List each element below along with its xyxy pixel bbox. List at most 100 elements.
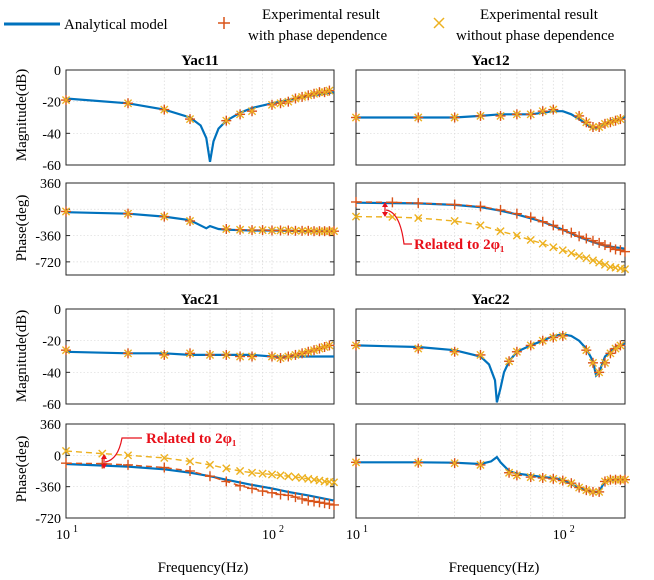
- panel-1-frame: [65, 69, 335, 166]
- series-without-phase-marker: [276, 353, 285, 363]
- series-without-phase-marker: [620, 265, 630, 274]
- series-without-phase-marker: [512, 471, 521, 480]
- series-with-phase-marker: [204, 471, 215, 482]
- series-without-phase-marker: [450, 459, 459, 468]
- series-without-phase-marker: [588, 256, 598, 265]
- series-without-phase-line: [65, 450, 335, 483]
- series-with-phase-marker: [314, 497, 325, 508]
- series-with-phase-marker: [159, 462, 170, 473]
- series-without-phase-marker: [414, 344, 423, 353]
- xlabel-frequency-right: Frequency(Hz): [449, 560, 540, 576]
- series-without-phase-marker: [185, 216, 195, 226]
- yac12-annotation-arrow: [382, 202, 412, 245]
- legend-without-phase-line2: without phase dependence: [456, 28, 615, 44]
- xlabel-frequency-left: Frequency(Hz): [158, 560, 249, 576]
- series-without-phase-marker: [222, 224, 231, 234]
- legend-without-phase-line1: Experimental result: [480, 7, 599, 23]
- series-without-phase-marker: [414, 113, 423, 122]
- series-without-phase-marker: [329, 227, 339, 236]
- ytick-label: -40: [42, 127, 61, 142]
- series-without-phase-marker: [235, 110, 245, 119]
- series-without-phase-marker: [222, 350, 231, 360]
- series-without-phase-marker: [549, 474, 558, 483]
- ytick-label: -360: [35, 230, 61, 245]
- series-without-phase-marker: [320, 342, 329, 352]
- panel-2-grid: [356, 70, 625, 165]
- series-without-phase-marker: [538, 239, 547, 248]
- panel-1-background: [66, 70, 334, 165]
- series-without-phase-marker: [284, 226, 293, 235]
- series-without-phase-marker: [61, 446, 71, 456]
- series-without-phase-marker: [291, 472, 300, 482]
- legend-with-phase-swatch: [218, 17, 230, 29]
- ytick-label: -20: [42, 335, 61, 350]
- series-with-phase-marker: [283, 490, 294, 501]
- series-without-phase-marker: [247, 107, 257, 116]
- series-with-phase-marker: [319, 498, 330, 509]
- series-with-phase-marker: [581, 233, 592, 244]
- panel-8-grid: [356, 424, 625, 518]
- series-with-phase-marker: [615, 245, 626, 256]
- series-with-phase-marker: [290, 492, 301, 503]
- panel-1-grid: [66, 70, 334, 165]
- series-without-phase-marker: [549, 243, 558, 252]
- panel-8-background: [356, 424, 625, 518]
- series-with-phase-marker: [599, 240, 610, 251]
- series-without-phase-marker: [582, 254, 591, 263]
- series-without-phase-marker: [476, 111, 485, 121]
- ytick-label: 360: [40, 177, 61, 192]
- series-without-phase-marker: [123, 99, 133, 108]
- series-without-phase-marker: [582, 346, 591, 355]
- panel-6-background: [356, 309, 625, 404]
- series-without-phase-marker: [512, 110, 521, 119]
- panel-3: 360 0 -360 -720: [35, 177, 339, 276]
- panel-2: Yac12: [351, 53, 626, 166]
- series-without-phase-marker: [558, 246, 567, 255]
- series-without-phase-marker: [496, 111, 505, 121]
- series-without-phase-marker: [185, 457, 195, 466]
- series-without-phase-marker: [291, 350, 300, 360]
- series-without-phase-marker: [567, 479, 576, 488]
- series-without-phase-marker: [284, 352, 293, 361]
- series-with-phase-marker: [587, 235, 598, 246]
- panel-4: [351, 182, 630, 276]
- series-with-phase-marker: [257, 486, 268, 497]
- ytick-label: -720: [35, 512, 61, 527]
- panel-title: Yac21: [181, 292, 219, 308]
- xtick-label-exponent: 1: [73, 524, 78, 535]
- series-without-phase-marker: [526, 472, 535, 482]
- series-without-phase-marker: [611, 116, 620, 125]
- series-without-phase-marker: [297, 92, 307, 102]
- series-without-phase-marker: [558, 476, 567, 485]
- ylabel-magnitude-bottom: Magnitude(dB): [14, 310, 30, 402]
- series-without-phase-marker: [123, 349, 133, 358]
- series-with-phase-marker: [610, 244, 621, 255]
- series-without-phase-marker: [504, 357, 514, 366]
- series-without-phase-marker: [351, 458, 361, 467]
- series-with-phase-marker: [324, 499, 335, 510]
- panel-6: Yac22: [351, 292, 626, 405]
- ylabel-phase-top: Phase(deg): [14, 195, 30, 262]
- series-without-phase-marker: [611, 344, 620, 353]
- series-with-phase-marker: [247, 483, 258, 494]
- xtick-label-exponent: 2: [279, 524, 284, 535]
- ytick-label: 0: [54, 303, 61, 318]
- series-without-phase-marker: [315, 344, 324, 353]
- series-without-phase-marker: [247, 226, 257, 235]
- series-without-phase-marker: [297, 349, 307, 358]
- series-without-phase-marker: [267, 352, 277, 361]
- xtick-label: 10: [346, 528, 360, 543]
- ytick-label: -60: [42, 398, 61, 413]
- panel-title: Yac22: [471, 292, 509, 308]
- series-with-phase-marker: [97, 458, 108, 469]
- legend-with-phase-line1: Experimental result: [262, 7, 381, 23]
- series-without-phase-marker: [160, 453, 169, 463]
- series-without-phase-marker: [414, 458, 423, 467]
- ytick-label: -360: [35, 481, 61, 496]
- series-without-phase-marker: [616, 114, 625, 124]
- series-without-phase-marker: [620, 475, 630, 484]
- ytick-label: -720: [35, 256, 61, 271]
- series-without-phase-marker: [258, 226, 267, 235]
- series-without-phase-marker: [61, 346, 71, 355]
